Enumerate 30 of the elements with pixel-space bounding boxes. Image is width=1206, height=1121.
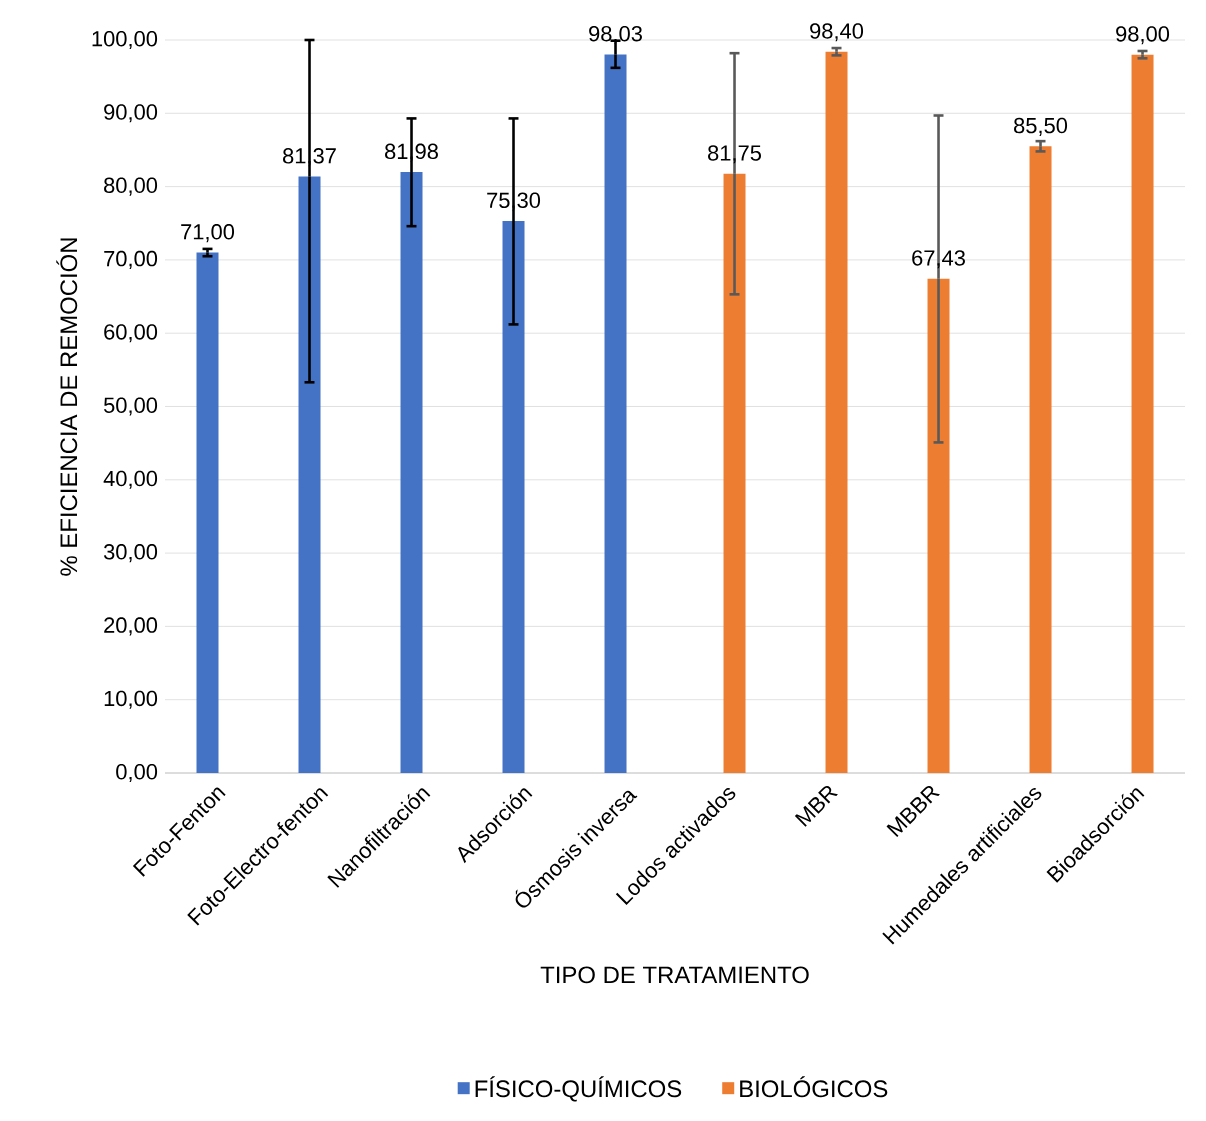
bar (298, 176, 321, 773)
bar (723, 173, 746, 773)
legend-label: BIOLÓGICOS (740, 1076, 888, 1098)
bar (927, 278, 950, 773)
x-axis-title: TIPO DE TRATAMIENTO (540, 966, 809, 984)
bar (1029, 146, 1052, 773)
y-tick-label: 100,00 (92, 30, 158, 50)
bar (825, 51, 848, 773)
legend-label: FÍSICO-QUÍMICOS (475, 1076, 682, 1102)
y-tick-label: 80,00 (104, 177, 158, 196)
data-label: 98,03 (589, 25, 642, 45)
y-tick-label: 60,00 (104, 324, 158, 343)
bar (400, 172, 423, 773)
data-label: 98,00 (1116, 26, 1170, 45)
y-tick-label: 50,00 (103, 397, 158, 416)
bar (604, 54, 627, 773)
y-tick-label: 0,00 (116, 763, 158, 783)
data-label: 71,00 (181, 224, 235, 243)
y-tick-label: 70,00 (104, 250, 158, 269)
y-tick-label: 20,00 (104, 617, 158, 636)
data-label: 98,40 (810, 23, 864, 42)
y-tick-label: 10,00 (104, 690, 158, 709)
bar (196, 252, 219, 773)
y-tick-label: 90,00 (104, 104, 158, 123)
y-tick-label: 40,00 (103, 470, 158, 489)
y-axis-title: % EFICIENCIA DE REMOCIÓN (56, 238, 78, 576)
data-label: 85,50 (1014, 117, 1068, 136)
bar (1131, 54, 1154, 773)
bar (502, 221, 525, 773)
y-tick-label: 30,00 (103, 544, 158, 563)
